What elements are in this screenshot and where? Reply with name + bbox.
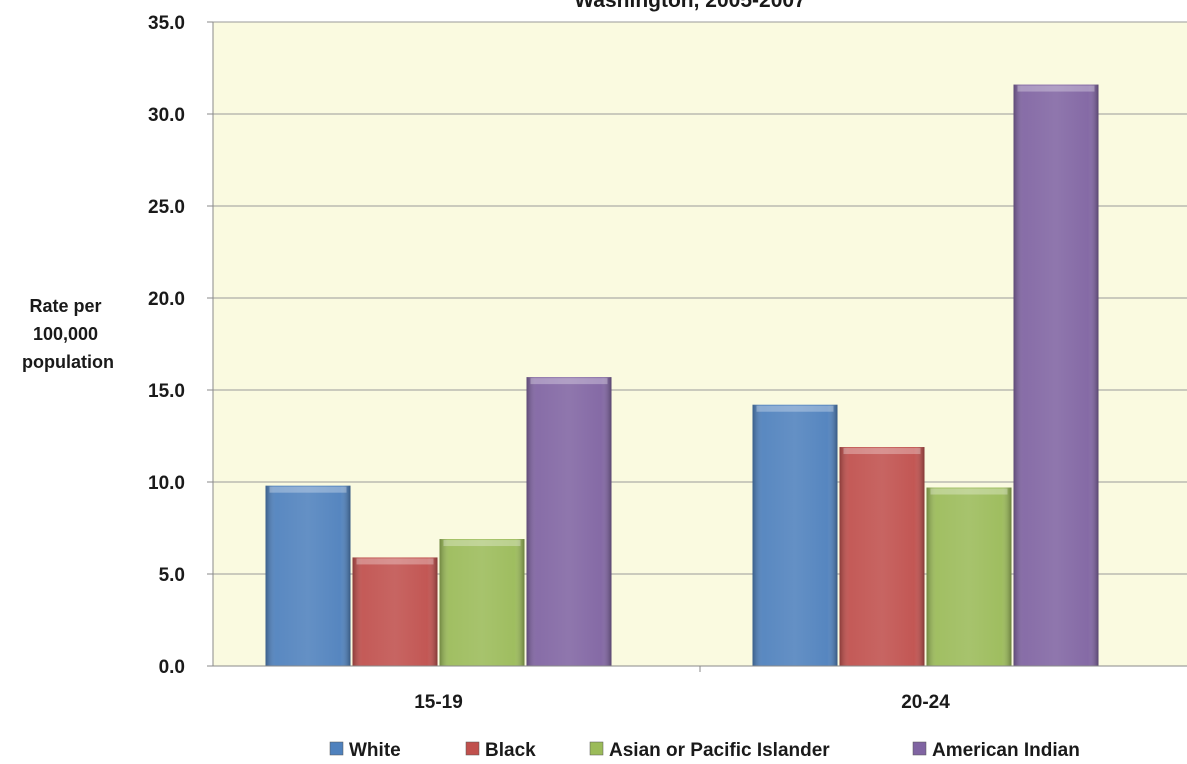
bar-bevel <box>530 378 608 385</box>
bar-shading <box>1013 84 1099 666</box>
bar <box>1013 84 1099 666</box>
legend-label: Asian or Pacific Islander <box>609 740 830 761</box>
bar <box>352 557 438 666</box>
bar-bevel <box>356 558 434 565</box>
bar-shading <box>352 557 438 666</box>
bar-bevel <box>843 448 921 455</box>
y-tick-label: 5.0 <box>159 565 185 586</box>
legend-label: American Indian <box>932 740 1080 761</box>
bar-shading <box>839 447 925 666</box>
legend-swatch <box>589 741 604 756</box>
legend-item: Black <box>465 740 536 761</box>
legend: White Black Asian or Pacific Islander Ameri… <box>329 740 1080 761</box>
y-axis-label: Rate per 100,000 population <box>22 296 114 372</box>
bar-bevel <box>269 486 347 493</box>
bars <box>265 84 1099 666</box>
y-tick-label: 15.0 <box>148 381 185 402</box>
y-tick-label: 0.0 <box>159 657 185 678</box>
bar <box>439 539 525 666</box>
bar <box>839 447 925 666</box>
legend-item: American Indian <box>912 740 1080 761</box>
bar-shading <box>439 539 525 666</box>
y-tick-label: 10.0 <box>148 473 185 494</box>
legend-swatch <box>912 741 927 756</box>
bar <box>265 485 351 666</box>
x-category-label: 15-19 <box>414 692 463 713</box>
bar-shading <box>926 487 1012 666</box>
y-axis-label-line-2: 100,000 <box>33 324 98 344</box>
chart-title: Washington, 2005-2007 <box>574 0 805 12</box>
bar <box>926 487 1012 666</box>
bar-shading <box>526 377 612 666</box>
bar <box>526 377 612 666</box>
legend-swatch <box>329 741 344 756</box>
x-axis-categories: 15-19 20-24 <box>414 666 950 713</box>
y-tick-label: 30.0 <box>148 105 185 126</box>
y-axis-label-line-3: population <box>22 352 114 372</box>
bar-bevel <box>756 405 834 412</box>
legend-item: White <box>329 740 401 761</box>
x-category-label: 20-24 <box>901 692 950 713</box>
bar <box>752 404 838 666</box>
bar-shading <box>265 485 351 666</box>
legend-label: White <box>349 740 401 761</box>
legend-label: Black <box>485 740 536 761</box>
bar-bevel <box>930 488 1008 495</box>
legend-swatch <box>465 741 480 756</box>
y-tick-label: 35.0 <box>148 13 185 34</box>
y-tick-label: 25.0 <box>148 197 185 218</box>
y-axis-ticks: 0.0 5.0 10.0 15.0 20.0 25.0 30.0 35.0 <box>148 13 213 678</box>
y-axis-label-line-1: Rate per <box>29 296 101 316</box>
bar-bevel <box>443 540 521 547</box>
legend-item: Asian or Pacific Islander <box>589 740 830 761</box>
y-tick-label: 20.0 <box>148 289 185 310</box>
bar-shading <box>752 404 838 666</box>
bar-bevel <box>1017 85 1095 92</box>
